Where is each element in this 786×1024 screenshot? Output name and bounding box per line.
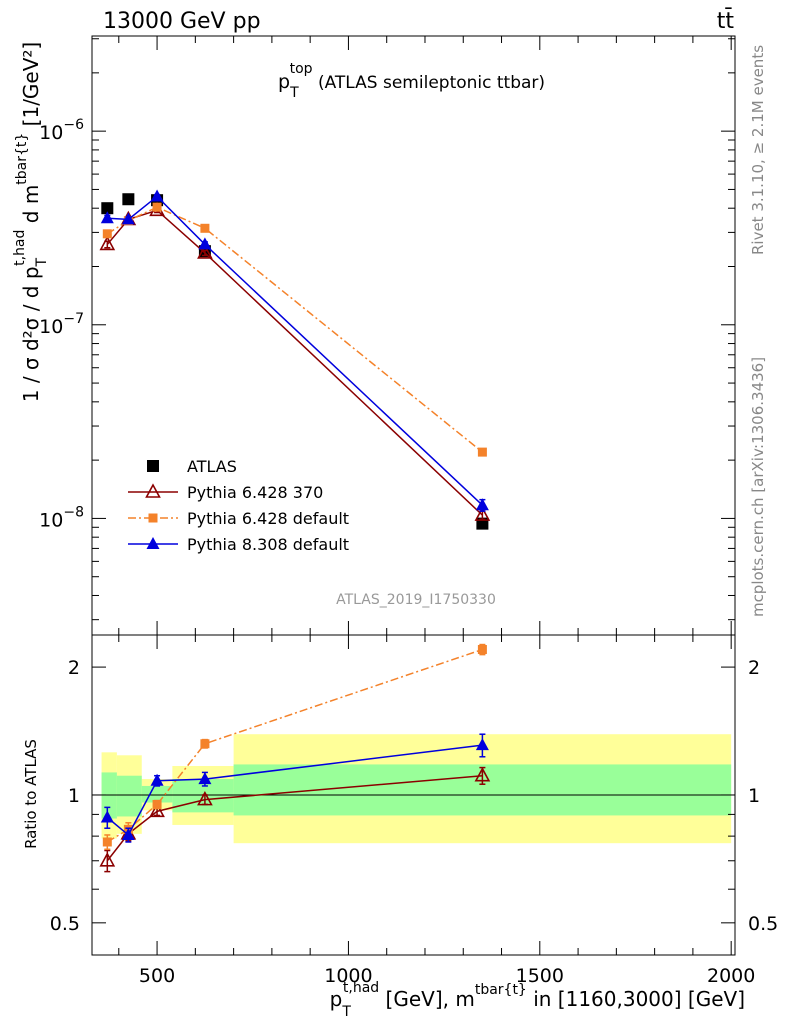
- data-point: [122, 193, 135, 206]
- y-axis-label-ratio: Ratio to ATLAS: [22, 739, 40, 849]
- x-tick-label: 2000: [707, 965, 755, 987]
- main-series: [99, 189, 491, 530]
- data-point: [477, 447, 487, 457]
- y-axis-label-main: 1 / σ d²σ / d pTt,had d mtbar{t} [1/GeV²…: [12, 42, 50, 403]
- series-atlas: [101, 193, 489, 530]
- data-point: [102, 229, 112, 239]
- ratio-series-pythia-8-308-default: [100, 733, 489, 843]
- stat-uncertainty-band: [116, 775, 142, 817]
- y-tick-label: 10−6: [39, 117, 84, 144]
- legend-label: Pythia 8.308 default: [187, 535, 349, 554]
- data-point: [200, 223, 210, 233]
- legend-marker: [147, 460, 159, 472]
- header-energy: 13000 GeV pp: [103, 9, 261, 34]
- ratio-line: [106, 648, 483, 843]
- ratio-point: [149, 802, 165, 818]
- ratio-point: [102, 837, 112, 847]
- data-point: [474, 506, 491, 521]
- series-line: [107, 195, 483, 506]
- legend-marker: [145, 483, 161, 498]
- y-tick-label: 10−7: [39, 311, 84, 338]
- ratio-point: [198, 772, 212, 785]
- stat-uncertainty-band: [141, 785, 173, 803]
- series-pythia-6-428-370: [99, 201, 491, 521]
- mcplots-label: mcplots.cern.ch [arXiv:1306.3436]: [749, 357, 767, 617]
- series-pythia-8-308-default: [100, 189, 489, 512]
- ratio-point: [475, 738, 489, 751]
- data-point: [152, 202, 162, 212]
- legend-label: ATLAS: [187, 457, 237, 476]
- data-point: [197, 244, 213, 259]
- main-panel: 10−8 10−7 10−6 pTtop (ATLAS semileptonic t…: [39, 35, 736, 636]
- ratio-y-tick-label-right: 2: [748, 657, 760, 679]
- x-axis-label: pTt,had [GeV], mtbar{t} in [1160,3000] […: [330, 980, 745, 1020]
- ratio-y-tick-label: 0.5: [50, 913, 80, 935]
- ratio-point: [100, 810, 114, 823]
- plot-title: pTtop (ATLAS semileptonic ttbar): [278, 61, 545, 101]
- stat-uncertainty-band: [101, 772, 117, 819]
- data-point: [121, 212, 135, 225]
- legend-entry: Pythia 6.428 370: [128, 483, 323, 502]
- ratio-ticks: 0.5 0.5 1 1 2 2 500 1000 1500 2000: [50, 635, 778, 987]
- legend-marker: [148, 513, 158, 523]
- ratio-point: [152, 799, 162, 809]
- header-process: tt̄: [717, 8, 735, 34]
- ratio-bands: [101, 734, 732, 844]
- legend-entry: ATLAS: [147, 457, 237, 476]
- analysis-id: ATLAS_2019_I1750330: [336, 592, 496, 608]
- ratio-panel: 0.5 0.5 1 1 2 2 500 1000 1500 2000: [50, 634, 778, 987]
- ratio-point: [474, 767, 491, 782]
- ratio-y-tick-label: 1: [68, 785, 80, 807]
- data-point: [150, 189, 164, 202]
- rivet-label: Rivet 3.1.10, ≥ 2.1M events: [749, 45, 767, 255]
- ratio-y-tick-label-right: 1: [748, 785, 760, 807]
- legend-entry: Pythia 8.308 default: [128, 535, 349, 554]
- ratio-point: [99, 852, 116, 867]
- y-tick-label: 10−8: [39, 504, 84, 531]
- data-point: [198, 237, 212, 250]
- legend-marker: [146, 537, 160, 549]
- ratio-y-tick-label-right: 0.5: [748, 913, 778, 935]
- x-tick-label: 500: [139, 965, 175, 987]
- ratio-series: [99, 643, 491, 873]
- legend-entry: Pythia 6.428 default: [128, 509, 349, 528]
- legend-label: Pythia 6.428 370: [187, 483, 323, 502]
- ratio-y-tick-label: 2: [68, 657, 80, 679]
- x-tick-label: 1000: [324, 965, 372, 987]
- data-point: [99, 235, 116, 251]
- ratio-point: [150, 773, 164, 786]
- ratio-point: [121, 827, 135, 840]
- series-line: [106, 209, 483, 516]
- ratio-point: [197, 790, 213, 806]
- data-point: [100, 211, 114, 224]
- x-tick-label: 1500: [516, 965, 564, 987]
- data-point: [101, 202, 114, 215]
- main-y-ticks: 10−8 10−7 10−6: [39, 36, 735, 635]
- ratio-point: [477, 645, 487, 655]
- series-line: [106, 206, 483, 453]
- data-point: [475, 498, 489, 511]
- legend-label: Pythia 6.428 default: [187, 509, 349, 528]
- ratio-point: [200, 739, 210, 749]
- legend: ATLAS Pythia 6.428 370 Pythia 6.428 defaul…: [128, 457, 349, 554]
